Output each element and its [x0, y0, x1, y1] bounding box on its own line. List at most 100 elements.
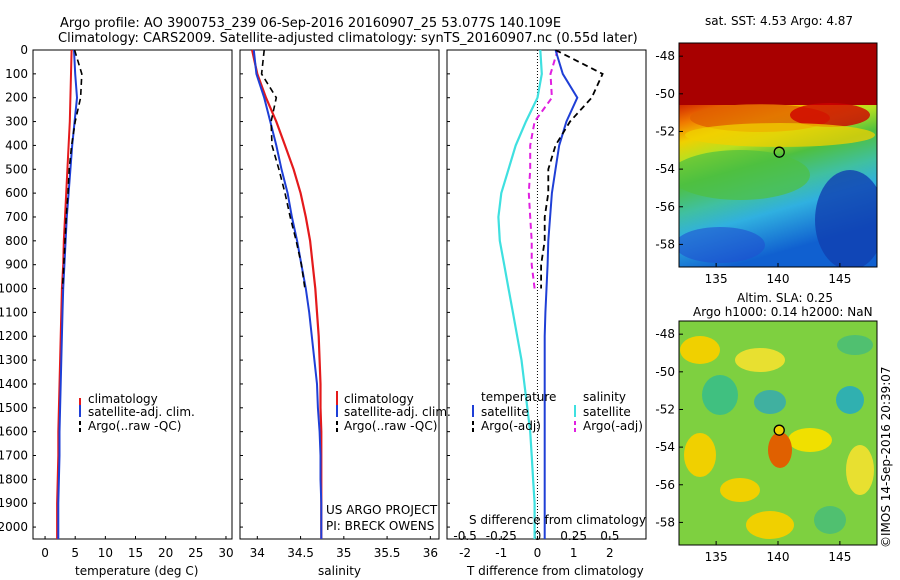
map-lat-label: -48: [655, 327, 675, 341]
satellite-line: [252, 49, 323, 539]
depth-tick-label: 700: [5, 210, 28, 224]
salinity-xlabel: salinity: [318, 564, 361, 578]
depth-tick-label: 0: [20, 43, 28, 57]
x-tick-label: 0: [41, 546, 49, 560]
legend-argo: Argo(..raw -QC): [344, 419, 437, 433]
temperature-panel-frame: [32, 49, 233, 540]
x-tick-label: 20: [158, 546, 173, 560]
pi-note: PI: BRECK OWENS: [326, 519, 434, 533]
difference-xlabel: T difference from climatology: [466, 564, 644, 578]
x-tick-label: 10: [98, 546, 113, 560]
depth-tick-label: 2000: [0, 520, 28, 534]
temperature-xlabel: temperature (deg C): [75, 564, 198, 578]
legend-salinity-title: salinity: [583, 390, 626, 404]
map-lat-label: -56: [655, 200, 675, 214]
x-tick-label: 5: [71, 546, 79, 560]
depth-tick-label: 300: [5, 115, 28, 129]
legend-climatology: climatology: [88, 392, 158, 406]
depth-tick-label: 1600: [0, 425, 28, 439]
sla-map-title-1: Altim. SLA: 0.25: [737, 291, 833, 305]
title-line-1: Argo profile: AO 3900753_239 06-Sep-2016…: [60, 16, 561, 31]
x-tick-label: -2: [459, 546, 471, 560]
depth-tick-label: 600: [5, 186, 28, 200]
map-lat-label: -52: [655, 124, 675, 138]
map-lat-label: -54: [655, 162, 675, 176]
map-lon-label: 140: [767, 550, 790, 564]
temperature-plot: 0 5 10 15 20 25 30: [41, 49, 234, 560]
depth-tick-label: 100: [5, 67, 28, 81]
difference-legend: temperature salinity satellite Argo(-adj…: [469, 390, 646, 527]
argo-line: [61, 49, 83, 289]
s-tick-label: -0.5: [453, 529, 476, 543]
x-tick-label: 0: [534, 546, 542, 560]
map-lon-label: 145: [828, 550, 851, 564]
x-tick-label: 36: [423, 546, 438, 560]
s-tick-label: 0.5: [600, 529, 619, 543]
map-lat-label: -54: [655, 440, 675, 454]
depth-tick-label: 200: [5, 91, 28, 105]
sst-map-title: sat. SST: 4.53 Argo: 4.87: [705, 14, 853, 28]
depth-tick-label: 1000: [0, 282, 28, 296]
depth-tick-label: 1900: [0, 496, 28, 510]
climatology-line: [56, 49, 73, 539]
legend-satellite: satellite-adj. clim.: [88, 405, 195, 419]
sst-map-ticks: -48 -50 -52 -54 -56 -58 135 140 145: [655, 49, 851, 286]
temperature-satellite-line: [543, 49, 579, 539]
sla-map-ticks: -48 -50 -52 -54 -56 -58 135 140 145: [655, 327, 851, 564]
x-tick-label: 2: [606, 546, 614, 560]
depth-tick-label: 1800: [0, 472, 28, 486]
depth-tick-label: 500: [5, 162, 28, 176]
x-tick-label: 34.5: [287, 546, 314, 560]
temperature-legend: climatology satellite-adj. clim. Argo(..…: [79, 392, 195, 433]
legend-satellite: satellite-adj. clim.: [344, 405, 451, 419]
x-tick-label: 30: [218, 546, 233, 560]
salinity-plot: 34 34.5 35 35.5 36: [250, 49, 438, 560]
argo-line: [260, 49, 306, 289]
legend-sal-argo: Argo(-adj): [583, 419, 643, 433]
map-lat-label: -50: [655, 87, 675, 101]
climatology-line: [251, 49, 323, 539]
x-tick-label: 35: [336, 546, 351, 560]
depth-tick-label: 400: [5, 138, 28, 152]
salinity-argo-line: [527, 49, 559, 289]
x-tick-label: 1: [570, 546, 578, 560]
s-difference-label: S difference from climatology: [469, 513, 646, 527]
project-note: US ARGO PROJECT: [326, 503, 438, 517]
depth-tick-label: 1100: [0, 305, 28, 319]
depth-tick-label: 1400: [0, 377, 28, 391]
legend-temp-satellite: satellite: [481, 405, 529, 419]
legend-temperature-title: temperature: [481, 390, 556, 404]
x-tick-label: 15: [128, 546, 143, 560]
depth-tick-label: 1500: [0, 401, 28, 415]
salinity-panel-frame: [239, 49, 440, 540]
map-lat-label: -58: [655, 515, 675, 529]
legend-temp-argo: Argo(-adj): [481, 419, 541, 433]
depth-tick-label: 1300: [0, 353, 28, 367]
s-tick-label: 0.25: [560, 529, 587, 543]
x-tick-label: 35.5: [374, 546, 401, 560]
map-lat-label: -48: [655, 49, 675, 63]
x-tick-label: -1: [495, 546, 507, 560]
imos-credit: ©IMOS 14-Sep-2016 20:39:07: [879, 366, 893, 548]
map-lat-label: -58: [655, 237, 675, 251]
map-lon-label: 135: [705, 272, 728, 286]
x-tick-label: 25: [188, 546, 203, 560]
s-tick-label: -0.25: [486, 529, 517, 543]
depth-axis-ticks: 0 100 200 300 400 500 600 700 800 900 1000 1100 1200…: [0, 43, 450, 534]
map-lon-label: 145: [828, 272, 851, 286]
temperature-argo-line: [540, 49, 604, 289]
legend-climatology: climatology: [344, 392, 414, 406]
x-tick-label: 34: [250, 546, 265, 560]
map-lat-label: -50: [655, 365, 675, 379]
depth-tick-label: 900: [5, 258, 28, 272]
argo-float-marker: [773, 146, 785, 158]
salinity-legend: climatology satellite-adj. clim. Argo(..…: [326, 391, 451, 533]
map-lat-label: -52: [655, 402, 675, 416]
depth-tick-label: 1700: [0, 449, 28, 463]
map-lon-label: 140: [767, 272, 790, 286]
depth-tick-label: 800: [5, 234, 28, 248]
difference-panel-frame: [446, 49, 647, 540]
map-lat-label: -56: [655, 478, 675, 492]
